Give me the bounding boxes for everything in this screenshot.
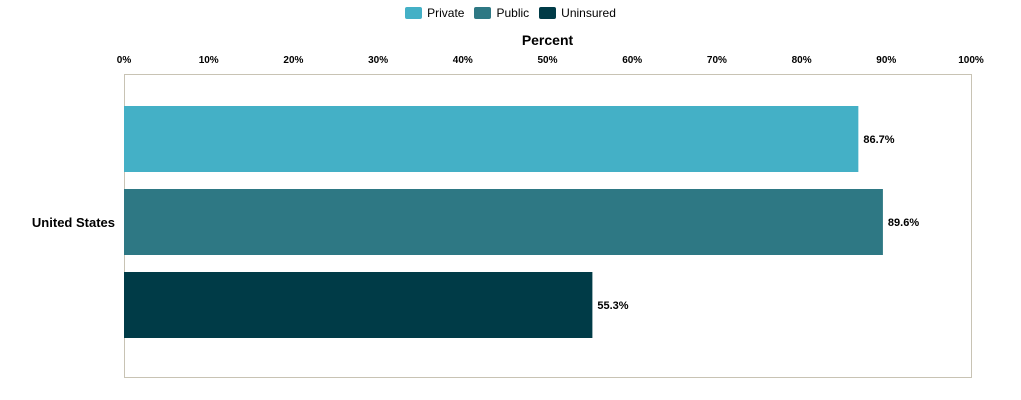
x-tick-label: 50% — [537, 55, 557, 66]
bar-private[interactable] — [124, 106, 859, 172]
x-tick-label: 40% — [453, 55, 473, 66]
legend-item-private[interactable]: Private — [405, 6, 464, 20]
x-axis-title: Percent — [522, 32, 574, 48]
x-tick-label: 10% — [199, 55, 219, 66]
legend-swatch-uninsured — [539, 7, 557, 19]
data-label-public: 89.6% — [888, 217, 919, 229]
legend-item-public[interactable]: Public — [474, 6, 529, 20]
bar-public[interactable] — [124, 189, 883, 255]
x-tick-label: 0% — [117, 55, 132, 66]
x-tick-label: 30% — [368, 55, 388, 66]
legend-label-uninsured: Uninsured — [561, 6, 616, 20]
x-tick-label: 20% — [283, 55, 303, 66]
x-tick-label: 70% — [707, 55, 727, 66]
legend-label-public: Public — [496, 6, 530, 20]
legend-swatch-public — [474, 7, 492, 19]
legend-swatch-private — [405, 7, 423, 19]
legend-item-uninsured[interactable]: Uninsured — [539, 6, 616, 20]
x-tick-label: 90% — [876, 55, 896, 66]
legend: Private Public Uninsured — [0, 6, 1021, 20]
data-label-private: 86.7% — [863, 134, 894, 146]
legend-label-private: Private — [427, 6, 465, 20]
bar-uninsured[interactable] — [124, 272, 593, 338]
data-label-uninsured: 55.3% — [597, 300, 628, 312]
x-tick-label: 60% — [622, 55, 642, 66]
x-tick-label: 100% — [958, 55, 984, 66]
category-label: United States — [32, 215, 115, 230]
x-tick-label: 80% — [792, 55, 812, 66]
